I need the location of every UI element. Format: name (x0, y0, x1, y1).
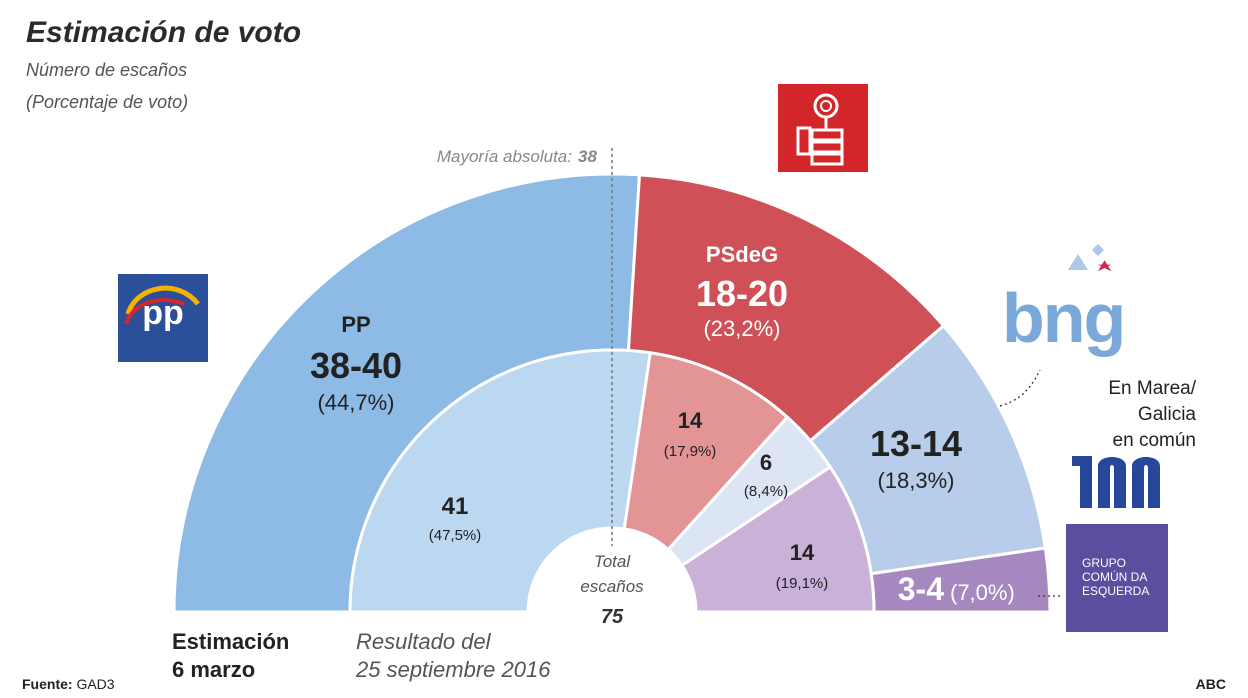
result-label: Resultado del 25 septiembre 2016 (356, 628, 550, 684)
rose-fist-icon (796, 93, 844, 166)
result-label-line1: Resultado del (356, 629, 491, 654)
pp-logo: pp (118, 274, 208, 362)
ge-logo-text: GRUPO COMÚN DA ESQUERDA (1082, 556, 1149, 598)
pp-seats-label: 38-40 (310, 345, 402, 386)
ge-logo: GRUPO COMÚN DA ESQUERDA (1066, 524, 1168, 632)
marea-label-line1: En Marea/ (1108, 378, 1196, 399)
total-value: 75 (601, 606, 624, 628)
estimate-label-line2: 6 marzo (172, 657, 256, 682)
ge-2016-percent-label: (19,1%) (776, 575, 829, 592)
pp-party-label: PP (341, 312, 370, 337)
marea-label-line2: Galicia (1137, 404, 1196, 425)
total-label-2: escaños (580, 577, 644, 596)
estimate-label-line1: Estimación (172, 629, 290, 654)
psdeg-2016-seats-label: 14 (678, 408, 703, 433)
majority-value: 38 (578, 147, 597, 166)
chart-subtitle-seats: Número de escaños (26, 60, 188, 80)
total-label-1: Total (594, 552, 631, 571)
marea-label-line3: en común (1112, 430, 1196, 451)
marea-label: En Marea/ Galicia en común (1060, 376, 1196, 454)
majority-label: Mayoría absoluta: (437, 147, 572, 166)
psdeg-2016-percent-label: (17,9%) (664, 443, 717, 460)
psdeg-seats-label: 18-20 (696, 273, 788, 314)
pp-2016-percent-label: (47,5%) (429, 527, 482, 544)
psdeg-party-label: PSdeG (706, 242, 778, 267)
source-label: Fuente: (22, 676, 73, 692)
bng-connector (999, 369, 1041, 407)
psoe-logo (778, 84, 868, 172)
brand: ABC (1195, 676, 1226, 692)
pp-logo-arc-icon (124, 285, 200, 325)
bng-logo-text: bng (1002, 279, 1126, 357)
psdeg-percent-label: (23,2%) (703, 316, 780, 341)
marea-logo-icon (1072, 456, 1160, 508)
chart-subtitle-percent: (Porcentaje de voto) (26, 92, 189, 112)
marea-percent-label: (18,3%) (877, 468, 954, 493)
ge-logo-line3: ESQUERDA (1082, 584, 1150, 598)
ge-2016-seats-label: 14 (790, 540, 815, 565)
pp-2016-seats-label: 41 (442, 493, 469, 520)
estimate-label: Estimación 6 marzo (172, 628, 289, 684)
ge-percent-label: (7,0%) (950, 580, 1015, 605)
marea-2016-seats-label: 6 (760, 450, 772, 475)
ge-logo-line1: GRUPO (1082, 556, 1127, 570)
total-hole (528, 528, 696, 696)
source-value: GAD3 (76, 676, 115, 692)
source: Fuente: GAD3 (22, 676, 115, 692)
marea-seats-label: 13-14 (870, 423, 962, 464)
pp-percent-label: (44,7%) (317, 390, 394, 415)
bng-star-icon (1068, 244, 1112, 272)
ge-logo-line2: COMÚN DA (1082, 570, 1148, 584)
chart-title: Estimación de voto (26, 16, 302, 49)
marea-2016-percent-label: (8,4%) (744, 483, 788, 500)
pp-logo-text: pp (142, 294, 184, 332)
result-label-line2: 25 septiembre 2016 (356, 657, 551, 682)
ge-seats-label: 3-4 (898, 571, 944, 607)
